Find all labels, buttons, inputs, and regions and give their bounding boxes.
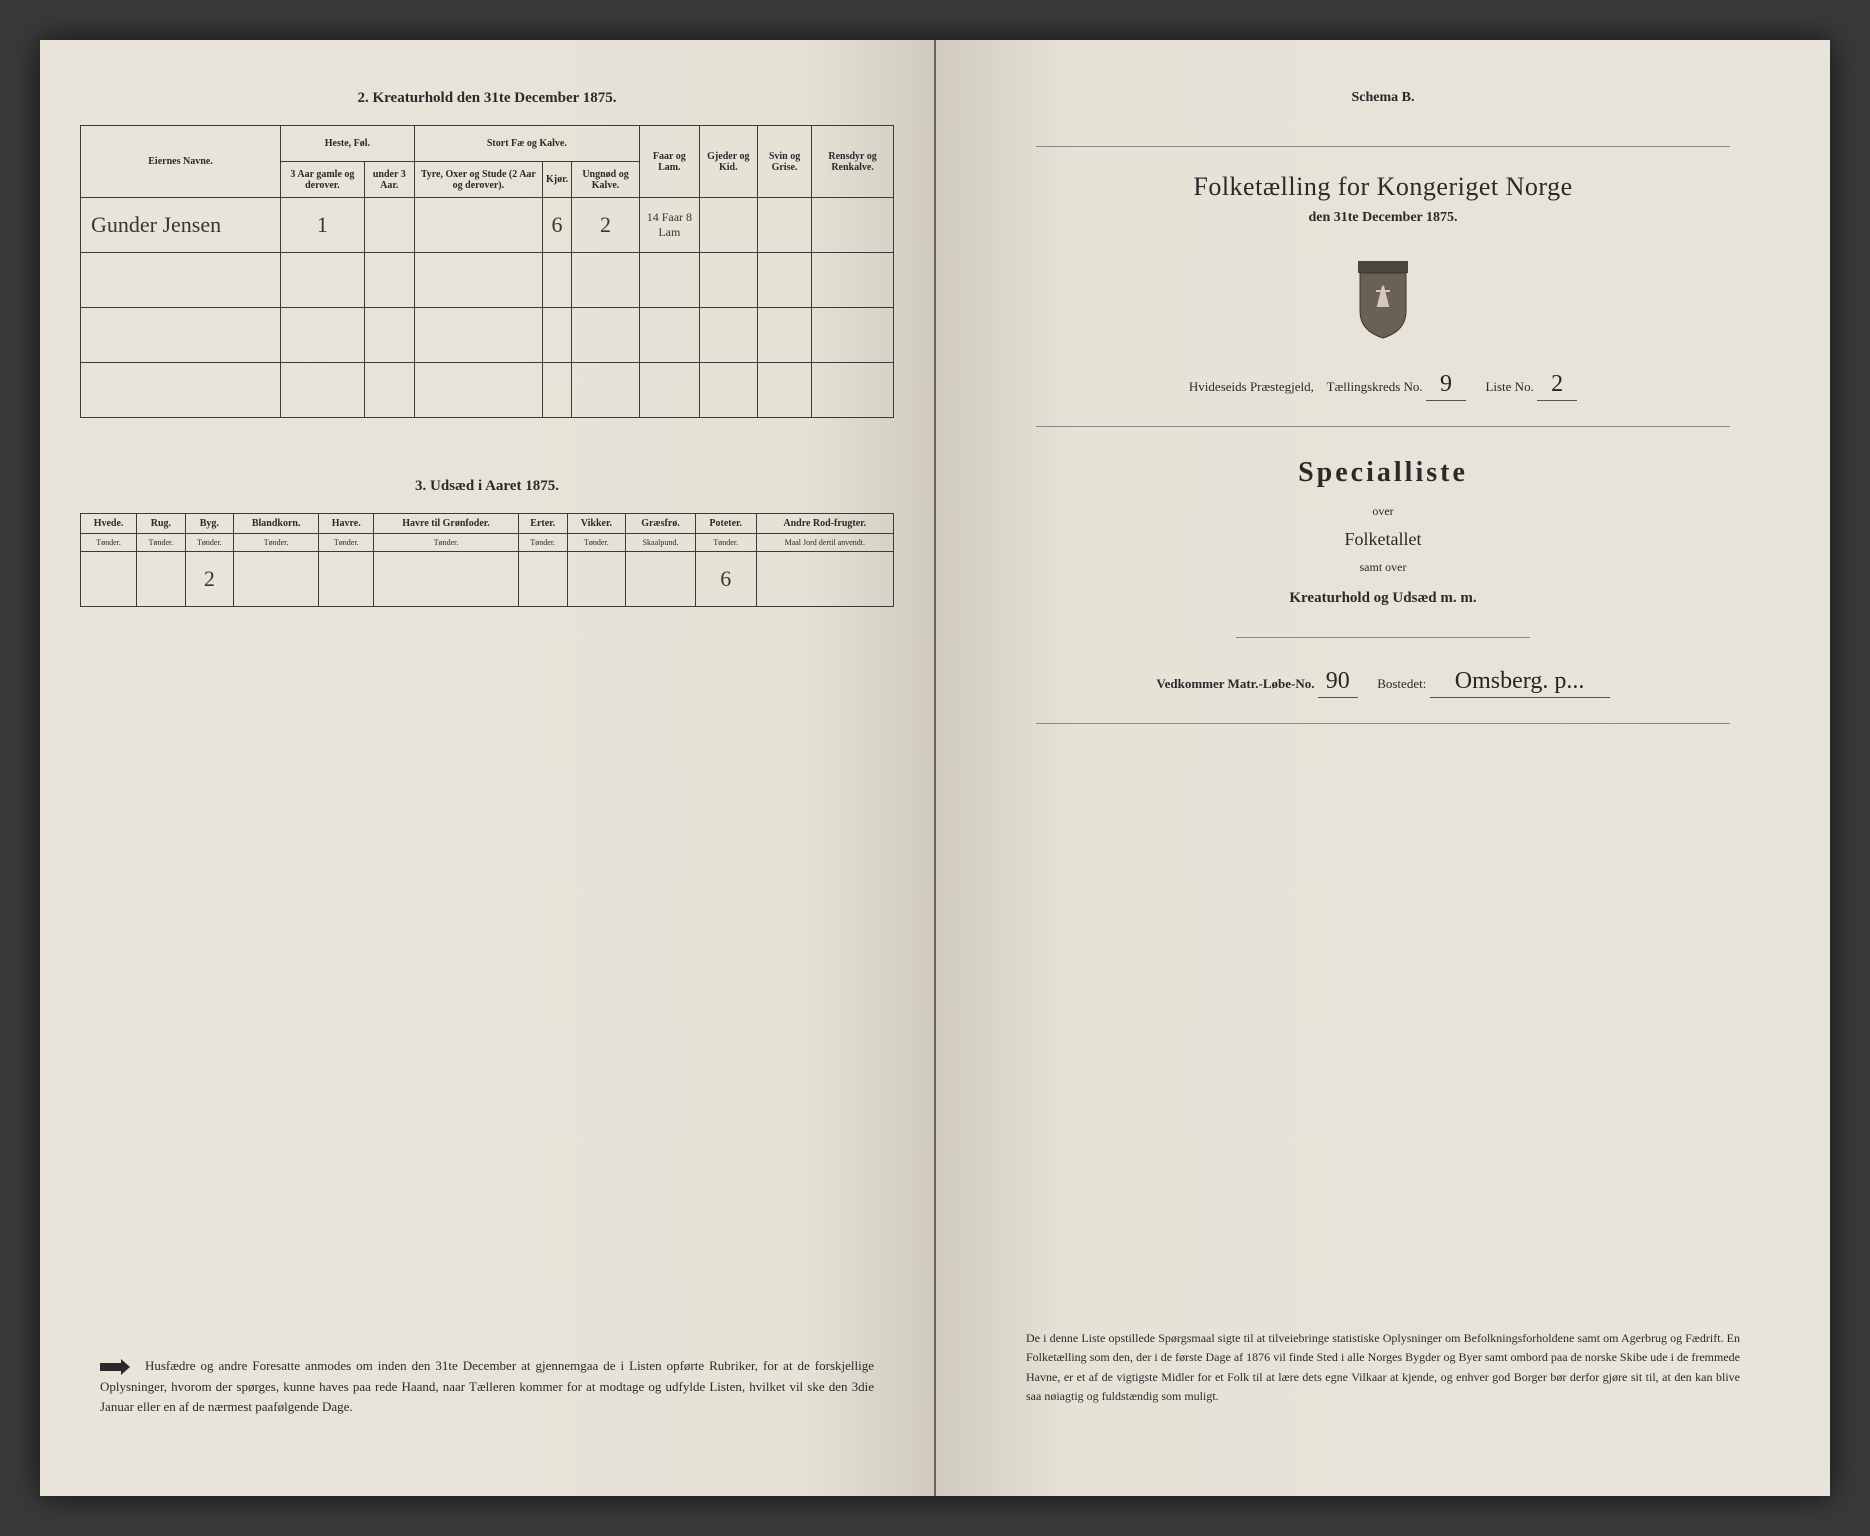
sub-tonder: Tønder. [137,534,185,552]
th-graesfro: Græsfrø. [626,514,696,534]
praest-label: Hvideseids Præstegjeld, [1189,379,1314,394]
cell-empty [364,198,414,253]
th-vikker: Vikker. [567,514,625,534]
left-footer: Husfædre og andre Foresatte anmodes om i… [100,1356,874,1416]
th-byg: Byg. [185,514,233,534]
th-stort3: Ungnød og Kalve. [572,162,640,198]
sub-tonder: Tønder. [234,534,319,552]
th-svin: Svin og Grise. [757,126,811,198]
cell-ungnod: 2 [572,198,640,253]
cell-empty [137,552,185,607]
cell-empty [756,552,893,607]
th-heste1: 3 Aar gamle og derover. [281,162,365,198]
kreds-label: Tællingskreds No. [1327,379,1423,394]
cell-empty [319,552,374,607]
vedk-val2: Omsberg. p... [1430,668,1610,698]
th-stort2: Kjør. [542,162,571,198]
th-hvede: Hvede. [81,514,137,534]
subtitle: den 31te December 1875. [976,210,1790,226]
samt-text: samt over [976,560,1790,575]
sub-tonder: Tønder. [374,534,519,552]
kreaturhold-table: Eiernes Navne. Heste, Føl. Stort Fæ og K… [80,125,894,418]
th-name: Eiernes Navne. [81,126,281,198]
th-stort1: Tyre, Oxer og Stude (2 Aar og derover). [414,162,542,198]
cell-empty [518,552,567,607]
cell-faar: 14 Faar 8 Lam [639,198,699,253]
cell-name: Gunder Jensen [81,198,281,253]
pointing-hand-icon [100,1357,130,1377]
cell-kjor: 6 [542,198,571,253]
sub-skaalpund: Skaalpund. [626,534,696,552]
vedk-label2: Bostedet: [1377,676,1426,691]
folketallet: Folketallet [976,529,1790,550]
over-text: over [976,504,1790,519]
th-andre: Andre Rod-frugter. [756,514,893,534]
left-page: 2. Kreaturhold den 31te December 1875. E… [40,40,936,1496]
kreds-val: 9 [1426,371,1466,401]
vedk-line: Vedkommer Matr.-Løbe-No. 90 Bostedet: Om… [976,668,1790,698]
vedk-val1: 90 [1318,668,1358,698]
divider [1036,146,1730,147]
th-heste2: under 3 Aar. [364,162,414,198]
main-title: Folketælling for Kongeriget Norge [976,172,1790,202]
vedk-label1: Vedkommer Matr.-Løbe-No. [1156,676,1314,691]
coat-of-arms-icon [1348,256,1418,341]
sub-tonder: Tønder. [319,534,374,552]
cell-empty [626,552,696,607]
footer-text: Husfædre og andre Foresatte anmodes om i… [100,1358,874,1414]
th-faar: Faar og Lam. [639,126,699,198]
sub-maal: Maal Jord dertil anvendt. [756,534,893,552]
sub-tonder: Tønder. [81,534,137,552]
cell-poteter: 6 [695,552,756,607]
sub-tonder: Tønder. [695,534,756,552]
sub-tonder: Tønder. [567,534,625,552]
cell-empty [414,198,542,253]
cell-empty [757,198,811,253]
divider-short [1236,637,1530,638]
th-rug: Rug. [137,514,185,534]
th-heste: Heste, Føl. [281,126,415,162]
cell-empty [234,552,319,607]
th-poteter: Poteter. [695,514,756,534]
section3-title: 3. Udsæd i Aaret 1875. [80,478,894,495]
cell-empty [567,552,625,607]
census-book: 2. Kreaturhold den 31te December 1875. E… [40,40,1830,1496]
specialliste-title: Specialliste [976,457,1790,489]
th-erter: Erter. [518,514,567,534]
liste-val: 2 [1537,371,1577,401]
right-footer: De i denne Liste opstillede Spørgsmaal s… [1026,1329,1740,1406]
section2-title: 2. Kreaturhold den 31te December 1875. [80,90,894,107]
divider [1036,723,1730,724]
th-rensdyr: Rensdyr og Renkalve. [812,126,894,198]
kreatur-line: Kreaturhold og Udsæd m. m. [976,590,1790,607]
th-havre: Havre. [319,514,374,534]
cell-byg: 2 [185,552,233,607]
right-page: Schema B. Folketælling for Kongeriget No… [936,40,1830,1496]
form-line: Hvideseids Præstegjeld, Tællingskreds No… [976,371,1790,401]
cell-empty [812,198,894,253]
cell-heste1: 1 [281,198,365,253]
th-gjeder: Gjeder og Kid. [699,126,757,198]
schema-label: Schema B. [976,90,1790,106]
sub-tonder: Tønder. [185,534,233,552]
th-blandkorn: Blandkorn. [234,514,319,534]
sub-tonder: Tønder. [518,534,567,552]
th-stort: Stort Fæ og Kalve. [414,126,639,162]
liste-label: Liste No. [1485,379,1533,394]
cell-empty [374,552,519,607]
th-havre-gron: Havre til Grønfoder. [374,514,519,534]
udsaed-table: Hvede. Rug. Byg. Blandkorn. Havre. Havre… [80,513,894,607]
cell-empty [81,552,137,607]
cell-empty [699,198,757,253]
divider [1036,426,1730,427]
